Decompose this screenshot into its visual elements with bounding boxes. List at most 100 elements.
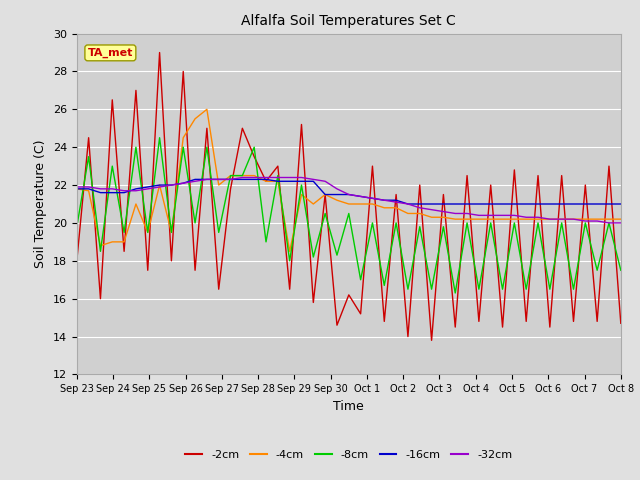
-2cm xyxy=(487,182,495,188)
-32cm xyxy=(84,184,92,190)
-16cm xyxy=(511,201,518,207)
-2cm xyxy=(108,97,116,103)
-16cm xyxy=(487,201,495,207)
-16cm xyxy=(392,197,400,203)
-4cm xyxy=(416,211,424,216)
-8cm xyxy=(392,220,400,226)
-2cm xyxy=(605,163,613,169)
-16cm xyxy=(593,201,601,207)
-4cm xyxy=(463,216,471,222)
-2cm xyxy=(345,292,353,298)
-8cm xyxy=(274,173,282,179)
-4cm xyxy=(286,249,294,254)
-4cm xyxy=(191,116,199,121)
Line: -4cm: -4cm xyxy=(77,109,621,252)
-4cm xyxy=(97,243,104,249)
-4cm xyxy=(262,179,270,184)
-32cm xyxy=(440,209,447,215)
-2cm xyxy=(262,179,270,184)
-16cm xyxy=(605,201,613,207)
-2cm xyxy=(97,296,104,301)
-4cm xyxy=(84,188,92,193)
-32cm xyxy=(132,188,140,193)
-2cm xyxy=(546,324,554,330)
-2cm xyxy=(120,249,128,254)
-4cm xyxy=(534,216,542,222)
-4cm xyxy=(546,216,554,222)
-32cm xyxy=(605,220,613,226)
-16cm xyxy=(191,177,199,182)
-16cm xyxy=(463,201,471,207)
-4cm xyxy=(617,216,625,222)
Y-axis label: Soil Temperature (C): Soil Temperature (C) xyxy=(35,140,47,268)
-16cm xyxy=(274,179,282,184)
-2cm xyxy=(168,258,175,264)
-16cm xyxy=(356,193,364,199)
-8cm xyxy=(546,286,554,292)
-16cm xyxy=(108,190,116,195)
-8cm xyxy=(132,144,140,150)
-8cm xyxy=(428,286,435,292)
-8cm xyxy=(511,220,518,226)
Line: -16cm: -16cm xyxy=(77,180,621,204)
X-axis label: Time: Time xyxy=(333,400,364,413)
-16cm xyxy=(97,190,104,195)
-2cm xyxy=(333,322,341,328)
-4cm xyxy=(144,229,152,235)
-2cm xyxy=(369,163,376,169)
-8cm xyxy=(168,229,175,235)
-8cm xyxy=(487,220,495,226)
-32cm xyxy=(392,199,400,205)
-32cm xyxy=(582,218,589,224)
-8cm xyxy=(558,220,566,226)
-8cm xyxy=(321,211,329,216)
-2cm xyxy=(558,173,566,179)
-8cm xyxy=(298,182,305,188)
-8cm xyxy=(475,286,483,292)
-8cm xyxy=(593,267,601,273)
-4cm xyxy=(593,216,601,222)
-4cm xyxy=(356,201,364,207)
-8cm xyxy=(333,252,341,258)
-16cm xyxy=(440,201,447,207)
-16cm xyxy=(369,195,376,201)
-16cm xyxy=(582,201,589,207)
-4cm xyxy=(345,201,353,207)
Line: -8cm: -8cm xyxy=(77,138,621,293)
-16cm xyxy=(499,201,506,207)
-32cm xyxy=(617,220,625,226)
-4cm xyxy=(310,201,317,207)
-2cm xyxy=(451,324,459,330)
-2cm xyxy=(582,182,589,188)
-16cm xyxy=(404,201,412,207)
-32cm xyxy=(203,177,211,182)
-4cm xyxy=(179,135,187,141)
-32cm xyxy=(345,192,353,197)
-32cm xyxy=(570,216,577,222)
-4cm xyxy=(605,216,613,222)
-8cm xyxy=(108,163,116,169)
-32cm xyxy=(179,180,187,186)
-2cm xyxy=(475,319,483,324)
-2cm xyxy=(274,163,282,169)
-32cm xyxy=(369,195,376,201)
-16cm xyxy=(250,177,258,182)
-16cm xyxy=(428,201,435,207)
-8cm xyxy=(345,211,353,216)
-2cm xyxy=(156,49,163,55)
-8cm xyxy=(617,267,625,273)
-16cm xyxy=(475,201,483,207)
-8cm xyxy=(463,220,471,226)
-32cm xyxy=(546,216,554,222)
Legend: -2cm, -4cm, -8cm, -16cm, -32cm: -2cm, -4cm, -8cm, -16cm, -32cm xyxy=(181,445,516,464)
-8cm xyxy=(239,173,246,179)
Text: TA_met: TA_met xyxy=(88,48,133,58)
-32cm xyxy=(321,179,329,184)
-4cm xyxy=(428,215,435,220)
-2cm xyxy=(286,286,294,292)
-4cm xyxy=(239,173,246,179)
-16cm xyxy=(84,186,92,192)
-8cm xyxy=(286,258,294,264)
-2cm xyxy=(239,125,246,131)
-8cm xyxy=(605,220,613,226)
